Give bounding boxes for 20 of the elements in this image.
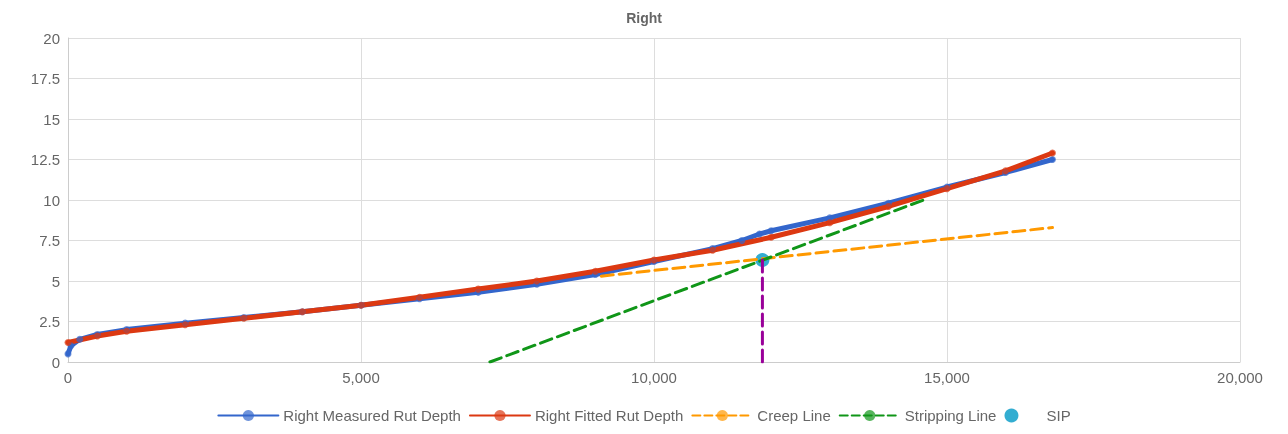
- legend-label: Right Fitted Rut Depth: [534, 407, 684, 424]
- x-tick-label: 0: [63, 369, 73, 386]
- legend-label: SIP: [1046, 407, 1071, 424]
- x-tick-label: 5,000: [342, 369, 380, 386]
- chart-title: Right: [626, 10, 663, 26]
- legend-label: Creep Line: [757, 407, 831, 424]
- y-tick-label: 5: [51, 272, 60, 290]
- x-tick-label: 15,000: [924, 369, 970, 386]
- x-tick-label: 20,000: [1217, 369, 1263, 386]
- y-tick-label: 10: [43, 191, 60, 209]
- legend-label: Right Measured Rut Depth: [283, 407, 461, 424]
- y-tick-label: 12.5: [30, 151, 60, 168]
- legend-label: Stripping Line: [904, 407, 997, 424]
- y-tick-label: 2.5: [39, 313, 60, 330]
- y-tick-label: 17.5: [30, 70, 60, 87]
- y-tick-label: 20: [43, 29, 60, 47]
- y-tick-label: 15: [43, 110, 60, 128]
- x-tick-label: 10,000: [631, 369, 677, 386]
- y-tick-label: 7.5: [39, 232, 60, 249]
- y-tick-label: 0: [51, 353, 60, 371]
